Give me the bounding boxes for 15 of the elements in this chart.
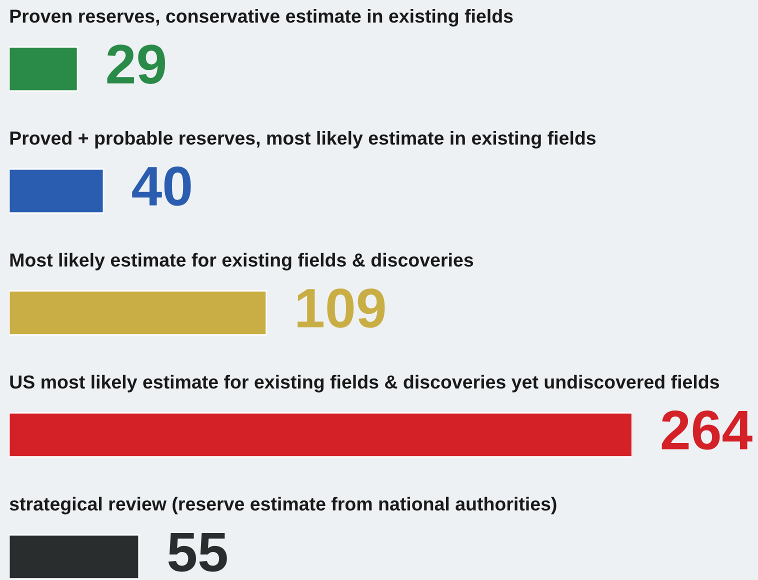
bar [9,46,78,92]
y-tick-label: US most likely estimate for existing fields & discoveries yet undiscovered fields [10,374,719,392]
y-tick-label: Proven reserves, conservative estimate in existing fields [10,9,513,27]
data-label: 55 [168,532,227,572]
data-label: 29 [107,44,166,84]
bar [9,168,104,214]
bar [9,534,140,580]
y-tick-label: Most likely estimate for existing fields & discoveries [10,252,474,270]
y-tick-label: Proved + probable reserves, most likely estimate in existing fields [10,130,596,149]
data-label: 40 [132,166,191,206]
bar [9,290,268,336]
bar [9,412,632,458]
y-tick-label: strategical review (reserve estimate from national authorities) [10,496,556,514]
data-label: 264 [662,410,752,450]
data-label: 109 [298,288,385,328]
